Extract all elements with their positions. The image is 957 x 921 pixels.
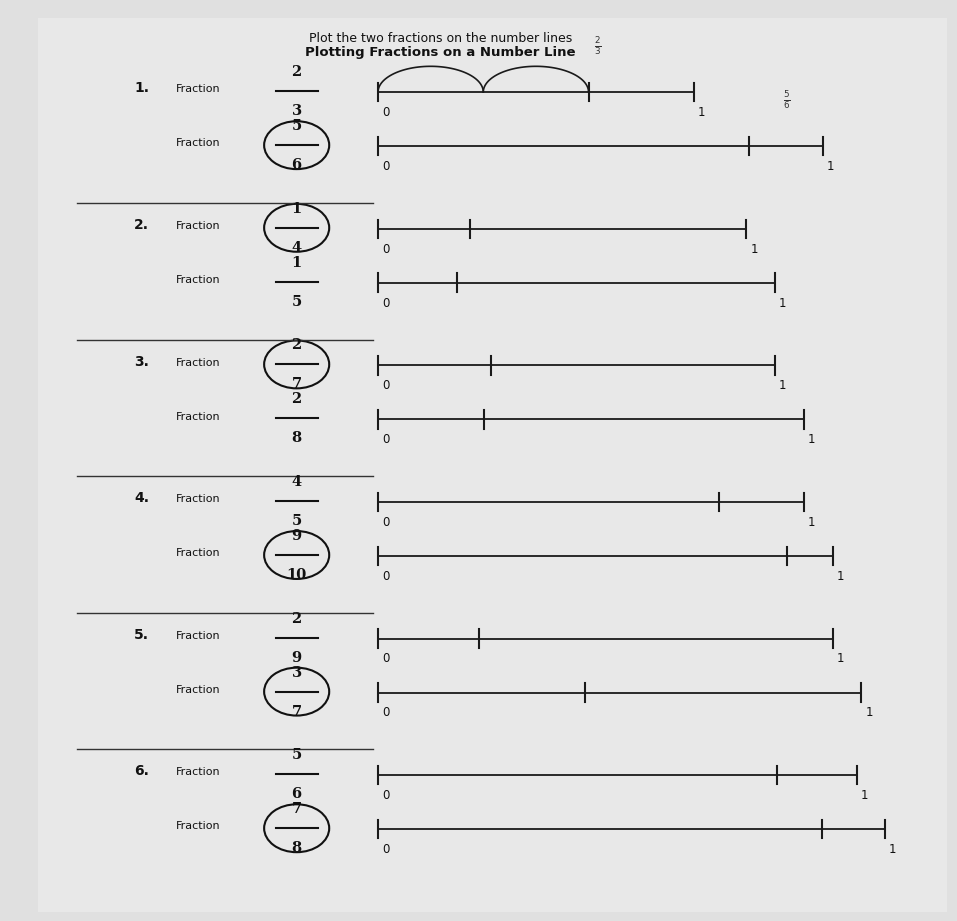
- Text: 6.: 6.: [134, 764, 149, 778]
- Text: 0: 0: [382, 843, 389, 856]
- Text: 1: 1: [292, 256, 301, 270]
- Text: 9: 9: [292, 529, 301, 543]
- Text: 0: 0: [382, 652, 389, 665]
- Text: 5: 5: [292, 295, 301, 309]
- Text: Fraction: Fraction: [175, 631, 220, 641]
- Text: 2: 2: [292, 612, 301, 625]
- Text: 1: 1: [860, 789, 868, 802]
- Text: 1: 1: [808, 433, 815, 446]
- Text: 7: 7: [292, 378, 301, 391]
- Text: Fraction: Fraction: [175, 85, 220, 94]
- Text: 2: 2: [292, 65, 301, 79]
- Text: Fraction: Fraction: [175, 685, 220, 694]
- Text: 1: 1: [292, 202, 301, 216]
- Text: 0: 0: [382, 706, 389, 719]
- Text: 2: 2: [292, 392, 301, 406]
- Text: 8: 8: [292, 841, 301, 855]
- Text: 1: 1: [889, 843, 897, 856]
- Text: 0: 0: [382, 789, 389, 802]
- Text: 4: 4: [292, 475, 301, 489]
- Text: Fraction: Fraction: [175, 221, 220, 231]
- Text: 0: 0: [382, 516, 389, 529]
- Text: Fraction: Fraction: [175, 767, 220, 777]
- Text: 5: 5: [292, 514, 301, 528]
- Text: 0: 0: [382, 106, 389, 119]
- Text: 1: 1: [698, 106, 705, 119]
- Text: 1: 1: [808, 516, 815, 529]
- Text: 0: 0: [382, 433, 389, 446]
- FancyBboxPatch shape: [38, 18, 947, 912]
- Text: Fraction: Fraction: [175, 275, 220, 285]
- Text: 1: 1: [827, 160, 835, 173]
- Text: 5.: 5.: [134, 628, 149, 642]
- Text: 0: 0: [382, 379, 389, 392]
- Text: Fraction: Fraction: [175, 357, 220, 367]
- Text: 10: 10: [286, 568, 307, 582]
- Text: 1: 1: [836, 570, 844, 583]
- Text: 4.: 4.: [134, 491, 149, 506]
- Text: 8: 8: [292, 431, 301, 445]
- Text: $\frac{5}{6}$: $\frac{5}{6}$: [784, 89, 790, 111]
- Text: 1: 1: [779, 379, 787, 392]
- Text: 1: 1: [750, 242, 758, 255]
- Text: 3.: 3.: [134, 355, 149, 368]
- Text: 5: 5: [292, 119, 301, 134]
- Text: 2.: 2.: [134, 218, 149, 232]
- Text: 3: 3: [292, 104, 301, 118]
- Text: Fraction: Fraction: [175, 495, 220, 504]
- Text: 5: 5: [292, 748, 301, 763]
- Text: Fraction: Fraction: [175, 548, 220, 558]
- Text: 7: 7: [292, 802, 301, 816]
- Text: 1: 1: [779, 297, 787, 309]
- Text: 6: 6: [292, 787, 301, 801]
- Text: Plotting Fractions on a Number Line: Plotting Fractions on a Number Line: [305, 46, 575, 59]
- Text: 0: 0: [382, 242, 389, 255]
- Text: 0: 0: [382, 570, 389, 583]
- Text: Plot the two fractions on the number lines: Plot the two fractions on the number lin…: [308, 32, 572, 45]
- Text: $\frac{2}{3}$: $\frac{2}{3}$: [594, 35, 602, 57]
- Text: 1.: 1.: [134, 81, 149, 96]
- Text: 4: 4: [292, 240, 301, 255]
- Text: 1: 1: [865, 706, 873, 719]
- Text: 6: 6: [292, 158, 301, 172]
- Text: 7: 7: [292, 705, 301, 718]
- Text: 1: 1: [836, 652, 844, 665]
- Text: 0: 0: [382, 297, 389, 309]
- Text: 0: 0: [382, 160, 389, 173]
- Text: 2: 2: [292, 338, 301, 353]
- Text: Fraction: Fraction: [175, 822, 220, 832]
- Text: 9: 9: [292, 650, 301, 665]
- Text: Fraction: Fraction: [175, 138, 220, 148]
- Text: Fraction: Fraction: [175, 412, 220, 422]
- Text: 3: 3: [292, 666, 301, 680]
